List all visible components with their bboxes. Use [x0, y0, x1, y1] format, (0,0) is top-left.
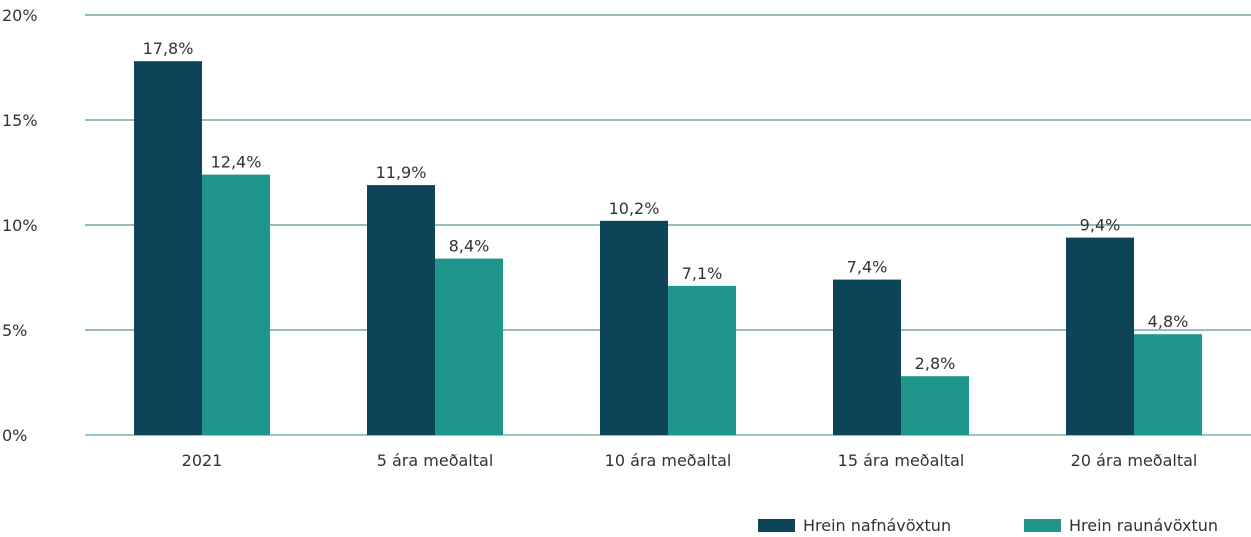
x-category-label: 10 ára meðaltal — [605, 451, 732, 470]
data-label: 4,8% — [1148, 312, 1189, 331]
data-labels: 17,8% 12,4% 11,9% 8,4% 10,2% 7,1% 7,4% 2,8% 9,4%… — [143, 39, 1189, 373]
bar-nafnavoxtun — [1066, 237, 1134, 435]
bar-raunavoxtun — [202, 174, 270, 435]
data-label: 11,9% — [376, 163, 427, 182]
data-label: 10,2% — [609, 199, 660, 218]
y-tick-label: 20% — [2, 6, 38, 25]
x-category-label: 15 ára meðaltal — [838, 451, 965, 470]
bar-raunavoxtun — [1134, 334, 1202, 435]
y-tick-label: 15% — [2, 111, 38, 130]
y-tick-label: 5% — [2, 321, 27, 340]
x-category-label: 20 ára meðaltal — [1071, 451, 1198, 470]
data-label: 7,4% — [847, 258, 888, 277]
data-label: 8,4% — [449, 237, 490, 256]
x-axis-categories: 2021 5 ára meðaltal 10 ára meðaltal 15 ára … — [182, 451, 1198, 470]
legend-swatch — [758, 519, 795, 532]
y-axis-ticks: 0% 5% 10% 15% 20% — [2, 6, 38, 445]
y-tick-label: 10% — [2, 216, 38, 235]
bar-nafnavoxtun — [600, 220, 668, 435]
data-label: 17,8% — [143, 39, 194, 58]
bar-raunavoxtun — [435, 258, 503, 435]
y-tick-label: 0% — [2, 426, 27, 445]
bar-raunavoxtun — [668, 285, 736, 435]
bars — [134, 61, 1202, 435]
data-label: 2,8% — [915, 354, 956, 373]
legend: Hrein nafnávöxtun Hrein raunávöxtun — [758, 516, 1218, 535]
x-category-label: 5 ára meðaltal — [377, 451, 494, 470]
legend-swatch — [1024, 519, 1061, 532]
bar-raunavoxtun — [901, 376, 969, 435]
bar-nafnavoxtun — [833, 279, 901, 435]
data-label: 7,1% — [682, 264, 723, 283]
x-category-label: 2021 — [182, 451, 223, 470]
bar-nafnavoxtun — [367, 185, 435, 435]
legend-label: Hrein nafnávöxtun — [803, 516, 951, 533]
data-label: 9,4% — [1080, 216, 1121, 235]
data-label: 12,4% — [211, 153, 262, 172]
bar-nafnavoxtun — [134, 61, 202, 435]
legend-label: Hrein raunávöxtun — [1069, 516, 1218, 533]
